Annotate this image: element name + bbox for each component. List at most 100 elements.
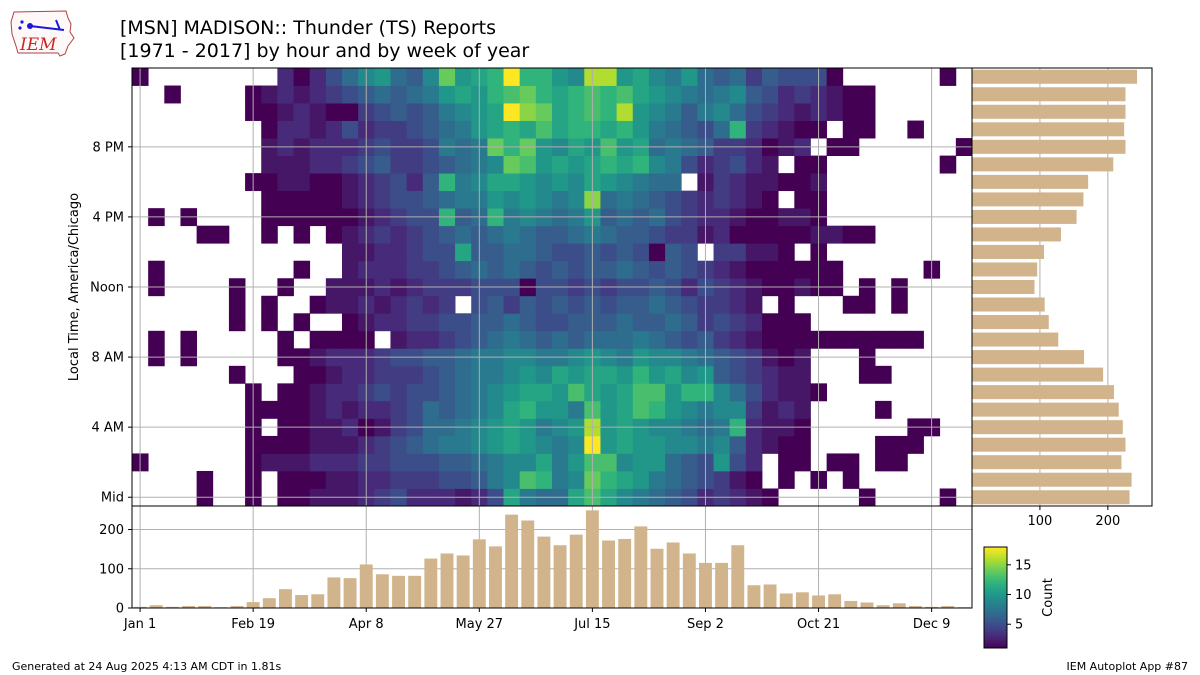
heatmap-cell [535,225,553,244]
heatmap-cell [519,173,537,192]
colorbar-tick-label: 5 [1015,618,1023,633]
heatmap-cell [293,453,311,472]
heatmap-cell [552,68,569,86]
heatmap-cell [616,400,634,419]
heatmap-cell [648,435,666,454]
heatmap-cell [374,435,391,454]
heatmap-cell [374,155,391,174]
heatmap-cell [455,155,472,174]
heatmap-cell [778,295,795,314]
heatmap-cell [406,68,424,86]
heatmap-cell [745,400,763,419]
heatmap-cell [729,243,747,262]
heatmap-cell [293,470,311,489]
colorbar-segment [984,616,1007,619]
week-bar-plot: 0 100 200 Jan 1 Feb 19 Apr 8 May 27 Jul 15 Sep 2… [99,505,973,632]
colorbar-segment [984,602,1007,605]
heatmap-cell [713,173,731,192]
week-bar [892,603,906,608]
heatmap-cell [325,453,343,472]
heatmap-cell [826,68,844,86]
week-bar [828,594,842,608]
heatmap-cell [503,68,521,86]
colorbar-segment [984,624,1007,627]
heatmap-cell [729,173,747,192]
heatmap-cell [713,330,731,349]
heatmap-cell [632,365,650,384]
colorbar-segment [984,617,1007,620]
heatmap-cell [907,330,924,349]
heatmap-cell [325,190,343,209]
heatmap-cell [778,120,795,139]
heatmap-cell [535,313,553,332]
heatmap-cell [293,68,311,86]
heatmap-cell [455,85,472,104]
colorbar-segment [984,626,1007,629]
heatmap-cell [762,260,779,279]
heatmap-cell [713,260,731,279]
week-bar [165,606,179,608]
heatmap-cell [632,68,650,86]
heatmap-cell [568,295,585,314]
heatmap-cell [632,400,650,419]
week-bar [311,594,325,608]
heatmap-cell [745,190,763,209]
heatmap-cell [794,173,811,192]
heatmap-cell [503,400,521,419]
heatmap-cell [390,453,408,472]
heatmap-cell [762,173,779,192]
heatmap-cell [422,260,440,279]
heatmap-cell [632,173,650,192]
heatmap-cell [535,260,553,279]
week-bar [472,539,486,608]
heatmap-cell [342,103,359,121]
heatmap-cell [196,470,214,489]
heatmap-cell [374,383,391,402]
heatmap-cell [535,365,553,384]
heatmap-cell [713,225,731,244]
heatmap-cell [277,453,294,472]
heatmap-cell [342,243,359,262]
heatmap-cell [519,155,537,174]
heatmap-cell [422,470,440,489]
heatmap-cell [261,190,278,209]
heatmap-cell [713,243,731,262]
heatmap-cell [519,313,537,332]
heatmap-cell [648,365,666,384]
heatmap-cell [261,313,278,332]
colorbar-tick-label: 10 [1015,588,1032,603]
heatmap-cell [212,225,230,244]
heatmap-cell [406,295,424,314]
heatmap-cell [342,260,359,279]
week-bar [149,605,163,608]
heatmap-cell [648,470,666,489]
colorbar: 5 10 15 Count [983,546,1056,649]
heatmap-cell [600,295,618,314]
heatmap-cell [374,260,391,279]
heatmap-cell [745,470,763,489]
colorbar-segment [984,641,1007,644]
heatmap-cell [745,173,763,192]
heatmap-cell [422,435,440,454]
heatmap-cell [826,225,844,244]
heatmap-cell [535,190,553,209]
heatmap-cell [342,173,359,192]
heatmap-cell [261,120,278,139]
heatmap-cell [325,470,343,489]
heatmap-cell [487,470,504,489]
heatmap-cell [891,295,908,314]
heatmap-cell [665,435,682,454]
heatmap-plot: Mid 4 AM 8 AM Noon 4 PM 8 PM Local Time, Ameri… [67,67,973,507]
heatmap-cell [648,85,666,104]
heatmap-cell [729,365,747,384]
heatmap-cell [842,120,860,139]
heatmap-cell [794,260,811,279]
heatmap-cell [487,365,504,384]
x-tick-label: Jan 1 [123,617,156,632]
week-bar [456,555,470,608]
colorbar-segment [984,584,1007,587]
heatmap-cell [616,85,634,104]
heatmap-cell [616,295,634,314]
heatmap-cell [745,383,763,402]
heatmap-cell [632,103,650,121]
